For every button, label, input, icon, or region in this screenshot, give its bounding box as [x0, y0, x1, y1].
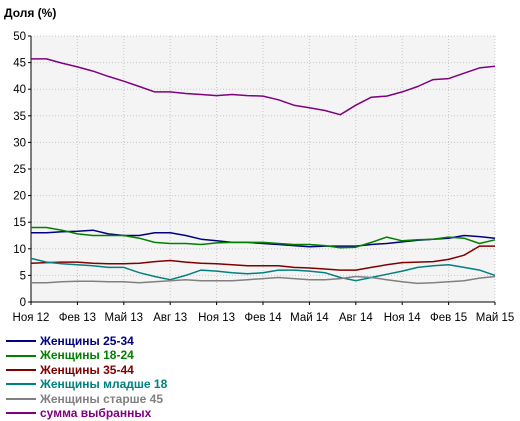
y-tick-label: 50 [13, 31, 26, 43]
legend-item: Женщины 18-24 [6, 348, 167, 362]
legend-swatch [6, 412, 36, 415]
y-tick-label: 35 [13, 111, 26, 123]
y-tick-label: 40 [13, 84, 26, 96]
legend-label: Женщины 25-34 [40, 334, 134, 348]
x-tick-label: Ноя 13 [198, 312, 235, 324]
x-tick-label: Ноя 14 [384, 312, 422, 324]
x-tick-label: Ноя 12 [13, 312, 50, 324]
legend-label: Женщины старше 45 [40, 391, 164, 406]
y-tick-label: 45 [13, 58, 26, 70]
line-chart: 0 5 10 15 20 25 30 35 40 45 50 Ноя 12 Фев 13 Май 13 Ав… [4, 6, 515, 324]
series-line [30, 257, 496, 282]
y-tick-label: 10 [13, 244, 26, 256]
x-tick-label: Фев 13 [59, 312, 96, 324]
legend-item: Женщины 25-34 [6, 334, 167, 348]
legend-item: Женщины старше 45 [6, 392, 167, 406]
legend-item: сумма выбранных [6, 406, 167, 420]
legend-label: Женщины 35-44 [40, 362, 134, 377]
legend-label: сумма выбранных [40, 405, 152, 420]
series-line [31, 275, 496, 285]
legend-item: Женщины младше 18 [6, 377, 167, 391]
y-tick-label: 30 [13, 137, 26, 149]
series-line [30, 245, 495, 271]
legend-label: Женщины младше 18 [40, 377, 168, 392]
legend-item: Женщины 35-44 [6, 363, 167, 377]
legend-swatch [6, 397, 36, 400]
y-tick-label: 20 [13, 191, 26, 203]
x-tick-label: Май 13 [105, 312, 144, 324]
x-tick-label: Май 15 [476, 312, 515, 324]
y-axis-label: Доля (%) [4, 6, 56, 20]
legend-swatch [6, 383, 36, 386]
x-tick-label: Фев 15 [430, 312, 467, 324]
legend-label: Женщины 18-24 [40, 348, 134, 363]
y-tick-label: 15 [13, 217, 26, 229]
legend-swatch [6, 354, 36, 357]
series-line [31, 58, 496, 116]
y-tick-label: 5 [20, 270, 26, 282]
legend-swatch [6, 340, 36, 343]
x-tick-label: Май 14 [290, 312, 329, 324]
x-tick-label: Фев 14 [244, 312, 282, 324]
legend: Женщины 25-34 Женщины 18-24 Женщины 35-44 Ж… [6, 334, 167, 420]
legend-swatch [6, 368, 36, 371]
x-tick-label: Авг 14 [339, 312, 374, 324]
y-tick-label: 0 [20, 297, 26, 309]
y-tick-label: 25 [13, 164, 26, 176]
series-line [31, 226, 496, 249]
x-tick-label: Авг 13 [153, 312, 187, 324]
